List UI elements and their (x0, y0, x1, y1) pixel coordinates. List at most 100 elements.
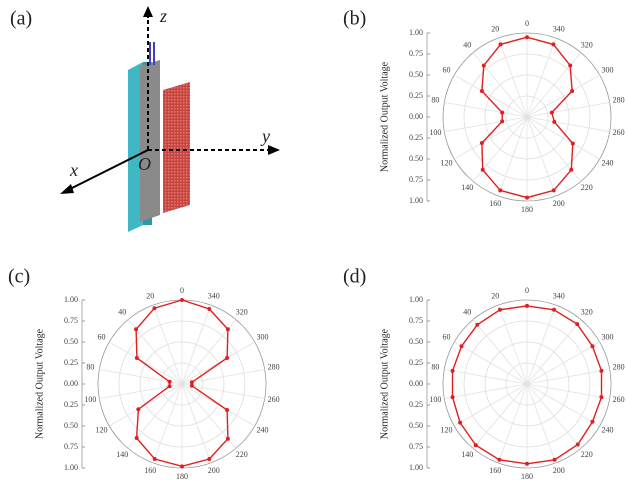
angle-label: 60 (97, 332, 105, 341)
data-point (498, 188, 502, 192)
angle-label: 320 (236, 308, 248, 317)
y-tick-label: 1.00 (409, 28, 423, 37)
y-tick-label: 0.25 (409, 91, 423, 100)
angle-label: 160 (144, 466, 156, 475)
y-tick-label: 0.50 (64, 421, 78, 430)
angle-label: 40 (118, 308, 126, 317)
grid-spoke (473, 53, 527, 117)
grid-spoke (473, 320, 527, 384)
data-point (475, 323, 479, 327)
y-tick-label: 0.00 (409, 112, 423, 121)
angle-label: 140 (116, 450, 128, 459)
data-point (460, 344, 464, 348)
angle-label: 80 (431, 96, 439, 105)
data-point (525, 35, 529, 39)
data-point (135, 436, 139, 440)
angle-label: 340 (553, 24, 565, 33)
angle-label: 100 (84, 395, 96, 404)
angle-label: 180 (521, 205, 533, 214)
angle-label: 300 (602, 65, 614, 74)
data-point (168, 384, 172, 388)
angle-label: 140 (461, 183, 473, 192)
data-point (190, 380, 194, 384)
angle-label: 20 (491, 24, 499, 33)
y-tick-label: 0.25 (64, 358, 78, 367)
data-point (451, 395, 455, 399)
y-tick-label: 0.75 (409, 175, 423, 184)
y-axis-label: Normalized Output Voltage (379, 328, 390, 439)
angle-label: 240 (257, 425, 269, 434)
data-point (551, 42, 555, 46)
angle-label: 280 (613, 96, 625, 105)
angle-label: 340 (208, 291, 220, 300)
data-point (152, 306, 156, 310)
angle-label: 120 (440, 425, 452, 434)
y-tick-label: 0.00 (409, 379, 423, 388)
data-point (500, 119, 504, 123)
y-tick-label: 1.00 (409, 196, 423, 205)
angle-label: 220 (581, 450, 593, 459)
y-tick-label: 0.50 (409, 421, 423, 430)
grid-spoke (498, 384, 527, 463)
y-tick-label: 0.25 (409, 358, 423, 367)
data-point (571, 141, 575, 145)
y-tick-label: 0.00 (64, 379, 78, 388)
y-axis-label: Normalized Output Voltage (379, 61, 390, 172)
angle-label: 280 (268, 363, 280, 372)
angle-label: 300 (257, 332, 269, 341)
angle-label: 300 (602, 332, 614, 341)
data-point (576, 442, 580, 446)
angle-label: 320 (581, 41, 593, 50)
data-point (207, 307, 211, 311)
axis-label: x (69, 160, 78, 180)
data-point (500, 111, 504, 115)
y-tick-label: 1.00 (409, 295, 423, 304)
panel-label: (b) (343, 8, 366, 30)
angle-label: 320 (581, 308, 593, 317)
y-tick-label: 1.00 (409, 463, 423, 472)
data-point (590, 344, 594, 348)
device-diagram: (a) z y x O (10, 6, 280, 232)
angle-label: 220 (236, 450, 248, 459)
angle-label: 280 (613, 363, 625, 372)
y-tick-label: 0.75 (409, 316, 423, 325)
data-point (498, 308, 502, 312)
y-tick-label: 0.50 (409, 70, 423, 79)
angle-label: 60 (442, 65, 450, 74)
angle-label: 260 (613, 128, 625, 137)
angle-label: 120 (440, 158, 452, 167)
angle-label: 80 (431, 363, 439, 372)
data-point (134, 327, 138, 331)
data-point (474, 443, 478, 447)
angle-label: 80 (86, 363, 94, 372)
data-point (575, 322, 579, 326)
data-point (568, 64, 572, 68)
angle-label: 260 (268, 395, 280, 404)
grid-spoke (527, 384, 581, 448)
data-point (599, 395, 603, 399)
data-point (499, 42, 503, 46)
y-tick-label: 0.25 (64, 400, 78, 409)
axis-label: z (159, 6, 167, 26)
angle-label: 180 (176, 472, 188, 480)
data-point (481, 168, 485, 172)
data-point (553, 458, 557, 462)
y-tick-label: 0.25 (409, 400, 423, 409)
y-tick-label: 0.50 (409, 154, 423, 163)
data-point (180, 298, 184, 302)
y-tick-label: 0.50 (409, 337, 423, 346)
y-tick-label: 0.75 (409, 49, 423, 58)
data-point (570, 89, 574, 93)
angle-label: 260 (613, 395, 625, 404)
grid-spoke (498, 305, 527, 384)
data-point (569, 168, 573, 172)
panel-label: (c) (8, 266, 30, 288)
grid-spoke (498, 117, 527, 196)
grid-spoke (527, 38, 556, 117)
angle-label: 20 (146, 291, 154, 300)
data-point (207, 457, 211, 461)
angle-label: 0 (525, 286, 529, 295)
data-point (168, 380, 172, 384)
data-point (590, 420, 594, 424)
y-tick-label: 1.00 (64, 295, 78, 304)
